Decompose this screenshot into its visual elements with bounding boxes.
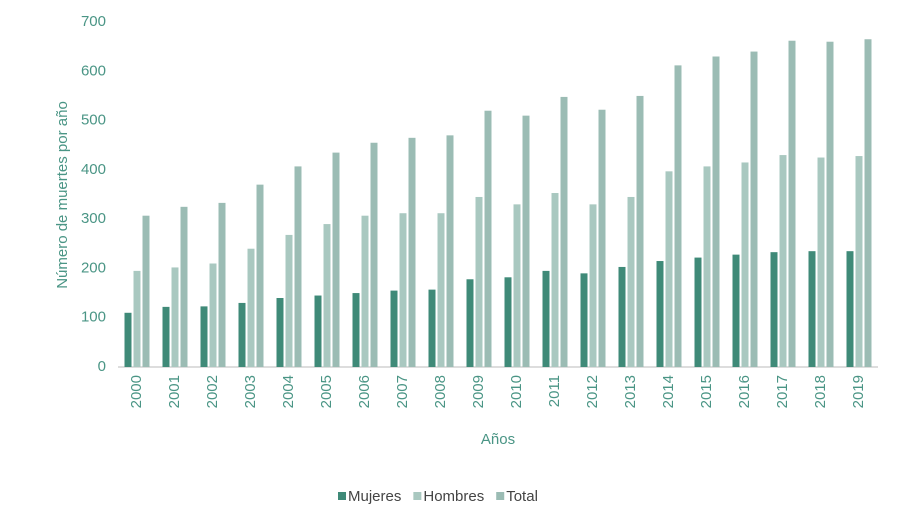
- bar: [703, 166, 711, 367]
- x-tick-label: 2019: [850, 375, 867, 408]
- bar: [846, 251, 854, 367]
- bar: [142, 215, 150, 367]
- bar: [504, 277, 512, 367]
- bar: [399, 213, 407, 367]
- bar: [218, 202, 226, 367]
- x-tick-label: 2003: [242, 375, 259, 408]
- bar: [200, 306, 208, 367]
- bar: [247, 248, 255, 367]
- bar: [162, 306, 170, 367]
- bar: [475, 196, 483, 367]
- x-tick-label: 2017: [774, 375, 791, 408]
- y-tick-label: 0: [98, 358, 106, 375]
- bar: [580, 273, 588, 367]
- bar: [788, 40, 796, 367]
- y-tick-label: 100: [81, 309, 106, 326]
- y-tick-label: 600: [81, 62, 106, 79]
- bar: [627, 196, 635, 367]
- bar: [361, 215, 369, 367]
- bar: [513, 204, 521, 367]
- y-axis-title: Número de muertes por año: [54, 101, 71, 289]
- x-tick-label: 2008: [432, 375, 449, 408]
- x-tick-label: 2014: [660, 375, 677, 408]
- legend-label: Mujeres: [348, 488, 401, 505]
- bar: [180, 206, 188, 367]
- bar: [817, 157, 825, 367]
- bar: [741, 162, 749, 367]
- bar: [551, 193, 559, 367]
- bar: [694, 257, 702, 367]
- bar: [323, 224, 331, 367]
- bar: [314, 295, 322, 367]
- bar: [332, 152, 340, 367]
- legend-swatch: [496, 492, 505, 500]
- x-tick-label: 2012: [584, 375, 601, 408]
- x-tick-label: 2001: [166, 375, 183, 408]
- bar: [598, 109, 606, 367]
- bar: [770, 252, 778, 367]
- legend-label: Total: [506, 488, 538, 505]
- bar: [522, 115, 530, 368]
- bar: [665, 171, 673, 367]
- bar: [589, 204, 597, 367]
- y-tick-label: 700: [81, 13, 106, 30]
- bar: [542, 270, 550, 367]
- bar: [370, 142, 378, 367]
- bar: [484, 110, 492, 367]
- x-tick-label: 2018: [812, 375, 829, 408]
- y-tick-label: 300: [81, 210, 106, 227]
- x-tick-label: 2015: [698, 375, 715, 408]
- x-tick-label: 2011: [546, 375, 563, 407]
- bar: [779, 155, 787, 367]
- bar: [276, 298, 284, 367]
- bar: [446, 135, 454, 367]
- bar: [209, 263, 217, 367]
- bar: [352, 293, 360, 367]
- x-tick-label: 2009: [470, 375, 487, 408]
- x-tick-label: 2005: [318, 375, 335, 408]
- bar: [238, 302, 246, 367]
- bar: [256, 184, 264, 367]
- bar: [428, 289, 436, 367]
- bar: [285, 234, 293, 367]
- legend-swatch: [338, 492, 346, 500]
- bar: [124, 312, 132, 367]
- x-tick-label: 2006: [356, 375, 373, 408]
- bar: [437, 213, 445, 367]
- bar: [618, 266, 626, 367]
- bar: [855, 156, 863, 367]
- bar: [408, 137, 416, 367]
- bar: [808, 251, 816, 367]
- x-tick-label: 2016: [736, 375, 753, 408]
- bar: [750, 51, 758, 367]
- x-tick-label: 2010: [508, 375, 525, 408]
- bar: [732, 254, 740, 367]
- y-tick-label: 500: [81, 112, 106, 129]
- bar: [826, 41, 834, 367]
- bar: [294, 166, 302, 367]
- bar: [560, 96, 568, 368]
- y-tick-label: 200: [81, 259, 106, 276]
- legend-label: Hombres: [423, 488, 484, 505]
- bar: [466, 279, 474, 367]
- bar: [864, 39, 872, 367]
- x-tick-label: 2007: [394, 375, 411, 408]
- bar: [390, 290, 398, 367]
- legend-swatch: [413, 492, 422, 500]
- x-axis-title: Años: [481, 431, 515, 448]
- x-tick-label: 2002: [204, 375, 221, 408]
- bar: [656, 261, 664, 367]
- x-tick-label: 2000: [128, 375, 145, 408]
- bar: [636, 95, 644, 367]
- bar: [171, 267, 179, 367]
- bar: [674, 65, 682, 367]
- bar: [133, 270, 141, 367]
- y-tick-label: 400: [81, 161, 106, 178]
- x-tick-label: 2013: [622, 375, 639, 408]
- bar: [712, 56, 720, 367]
- x-tick-label: 2004: [280, 375, 297, 408]
